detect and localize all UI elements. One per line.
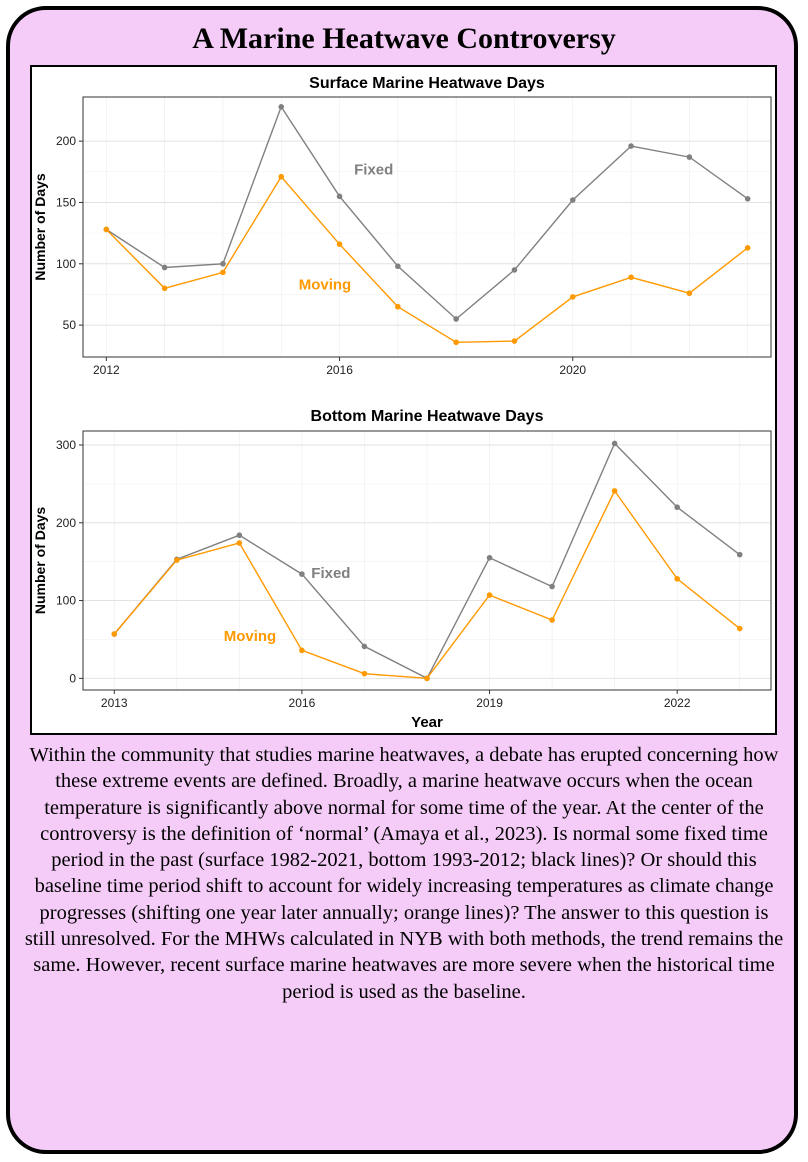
y-tick-label: 50: [63, 318, 77, 332]
data-point-fixed: [549, 583, 555, 590]
x-axis-label: Year: [411, 714, 443, 731]
x-tick-label: 2019: [476, 696, 503, 710]
data-point-fixed: [336, 193, 343, 200]
data-point-fixed: [236, 532, 243, 539]
y-tick-label: 0: [69, 671, 76, 685]
y-tick-label: 150: [56, 195, 76, 209]
data-point-moving: [361, 670, 368, 677]
data-point-fixed: [299, 571, 305, 577]
data-point-moving: [111, 631, 118, 637]
data-point-moving: [236, 540, 243, 546]
data-point-fixed: [686, 154, 693, 160]
data-point-moving: [161, 285, 168, 292]
data-point-moving: [611, 488, 618, 494]
y-axis-label: Number of Days: [32, 507, 48, 615]
data-point-fixed: [674, 504, 680, 511]
data-point-fixed: [278, 104, 285, 110]
data-point-moving: [220, 269, 226, 276]
chart-title: Surface Marine Heatwave Days: [309, 75, 545, 92]
data-point-fixed: [220, 260, 226, 267]
data-point-fixed: [453, 316, 459, 322]
data-point-moving: [511, 338, 518, 344]
series-line-moving: [105, 175, 749, 344]
data-point-moving: [336, 241, 343, 247]
plot-background: [83, 97, 771, 357]
data-point-fixed: [611, 440, 618, 447]
data-point-moving: [569, 294, 576, 300]
data-point-moving: [103, 226, 110, 233]
data-point-fixed: [736, 551, 743, 558]
y-tick-label: 100: [56, 594, 76, 608]
data-point-fixed: [744, 195, 751, 202]
charts-svg: Surface Marine Heatwave Days Number of Da…: [32, 75, 772, 731]
series-line-fixed: [105, 105, 749, 320]
data-point-moving: [686, 290, 693, 297]
data-point-moving: [674, 575, 680, 582]
data-point-fixed: [486, 554, 493, 561]
series-annotation-fixed: Fixed: [354, 161, 393, 178]
plot-border: [82, 96, 772, 358]
series-annotation-moving: Moving: [224, 628, 277, 645]
data-point-fixed: [511, 267, 518, 273]
data-point-fixed: [161, 264, 168, 271]
y-tick-label: 100: [56, 257, 76, 271]
data-point-fixed: [628, 143, 634, 149]
poster-description: Within the community that studies marine…: [24, 744, 784, 1003]
x-tick-label: 2016: [326, 363, 353, 377]
series-annotation-fixed: Fixed: [311, 565, 350, 582]
x-tick-label: 2016: [289, 696, 316, 710]
chart-title: Bottom Marine Heatwave Days: [311, 408, 544, 425]
data-point-moving: [395, 303, 401, 310]
y-tick-label: 300: [56, 438, 76, 452]
data-point-moving: [628, 274, 634, 281]
x-tick-label: 2013: [101, 696, 128, 710]
x-tick-label: 2020: [559, 363, 586, 377]
x-tick-label: 2022: [664, 696, 691, 710]
data-point-moving: [736, 625, 743, 632]
data-point-moving: [486, 592, 493, 598]
y-tick-label: 200: [56, 134, 76, 148]
y-tick-label: 200: [56, 516, 76, 530]
data-point-moving: [174, 557, 180, 563]
chart-panel: Surface Marine Heatwave Days Number of Da…: [30, 65, 777, 735]
data-point-fixed: [569, 197, 576, 203]
data-point-moving: [453, 339, 459, 346]
data-point-moving: [424, 675, 430, 682]
data-point-moving: [299, 647, 305, 654]
series-annotation-moving: Moving: [299, 277, 352, 294]
data-point-fixed: [395, 263, 401, 270]
y-axis-label: Number of Days: [32, 173, 48, 281]
data-point-moving: [549, 617, 555, 623]
x-tick-label: 2012: [93, 363, 120, 377]
poster-title: A Marine Heatwave Controversy: [192, 22, 616, 55]
data-point-moving: [744, 245, 751, 251]
data-point-moving: [278, 173, 285, 180]
data-point-fixed: [361, 643, 368, 650]
plot-border: [82, 430, 772, 691]
